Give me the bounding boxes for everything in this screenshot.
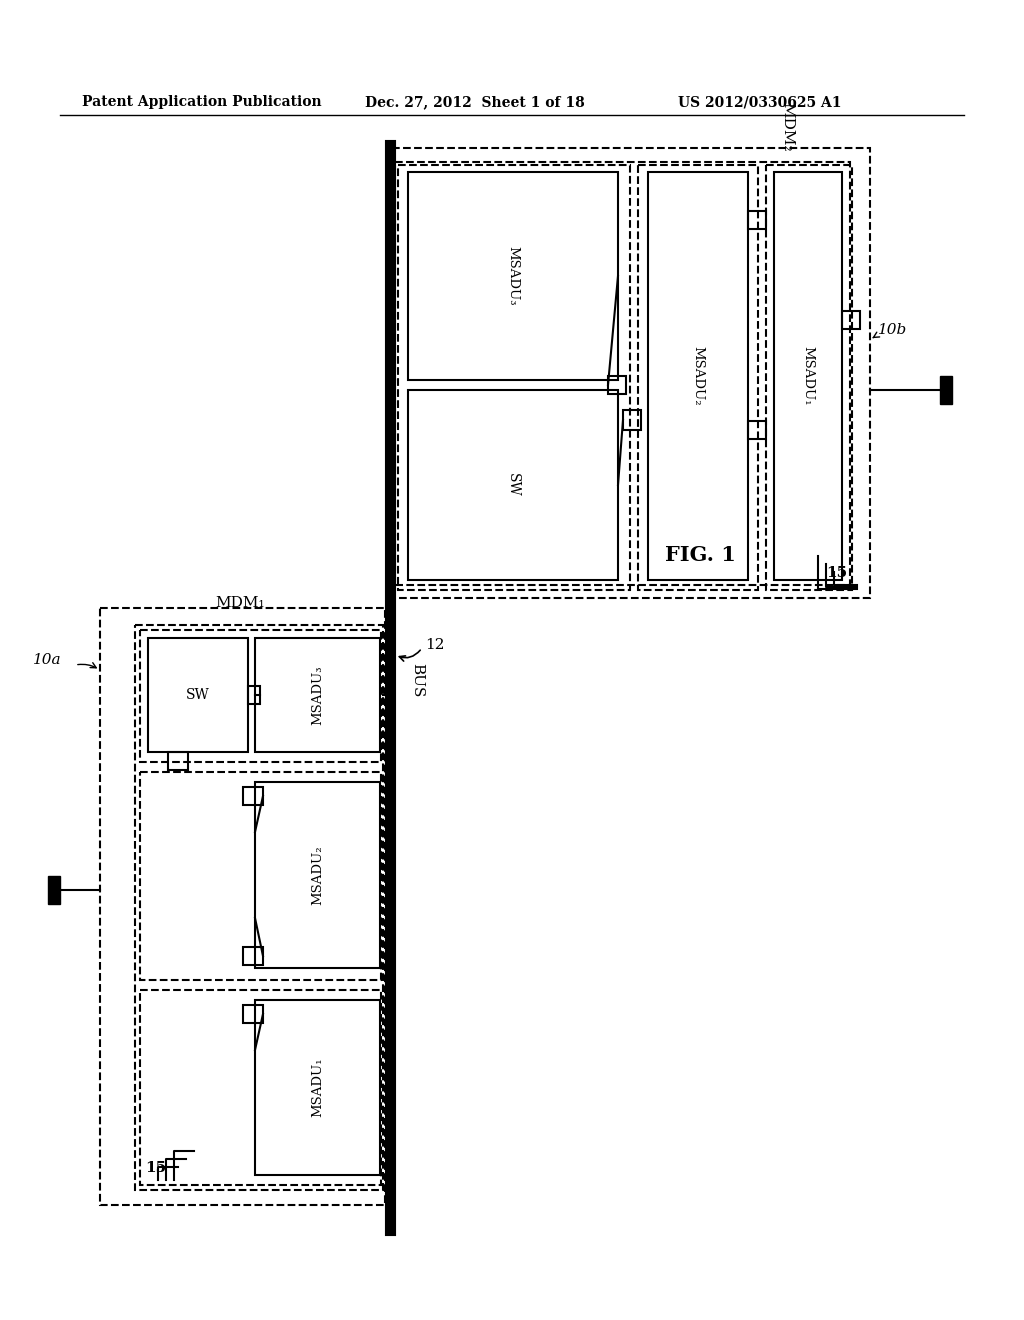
Text: MDM₁: MDM₁ — [215, 597, 264, 610]
Bar — [842, 312, 860, 329]
Bar — [140, 630, 381, 762]
Bar — [392, 148, 870, 598]
Bar — [623, 411, 641, 430]
Bar — [135, 624, 383, 1191]
Text: MSADU₃: MSADU₃ — [507, 247, 519, 306]
Bar — [243, 787, 263, 805]
Bar — [940, 376, 952, 404]
Text: US 2012/0330625 A1: US 2012/0330625 A1 — [678, 95, 842, 110]
Bar — [248, 686, 260, 704]
Bar — [100, 609, 385, 1205]
Text: 10b: 10b — [878, 323, 907, 337]
Bar — [243, 946, 263, 965]
Bar — [408, 172, 618, 380]
Bar — [395, 162, 850, 585]
Bar — [255, 781, 380, 968]
Text: MSADU₁: MSADU₁ — [802, 346, 814, 405]
Text: BUS: BUS — [410, 663, 424, 697]
Text: SW: SW — [186, 688, 210, 702]
Text: MDM₂: MDM₂ — [780, 103, 794, 152]
Text: MSADU₃: MSADU₃ — [311, 665, 324, 725]
Bar — [168, 752, 188, 770]
Bar — [398, 165, 630, 590]
Bar — [255, 1001, 380, 1175]
Text: MSADU₂: MSADU₂ — [311, 845, 324, 904]
Text: SW: SW — [506, 473, 520, 496]
Bar — [638, 165, 758, 590]
Bar — [748, 211, 766, 228]
Bar — [766, 165, 852, 590]
Bar — [774, 172, 842, 579]
Text: 15: 15 — [145, 1162, 166, 1175]
Text: Dec. 27, 2012  Sheet 1 of 18: Dec. 27, 2012 Sheet 1 of 18 — [365, 95, 585, 110]
Text: MSADU₂: MSADU₂ — [691, 346, 705, 405]
Bar — [648, 172, 748, 579]
Bar — [243, 1005, 263, 1023]
Bar — [748, 421, 766, 440]
Bar — [408, 389, 618, 579]
Text: 12: 12 — [425, 638, 444, 652]
Bar — [255, 638, 380, 752]
Bar — [48, 876, 60, 904]
Text: 10a: 10a — [34, 653, 62, 667]
Bar — [148, 638, 248, 752]
Bar — [140, 990, 381, 1185]
Text: MSADU₁: MSADU₁ — [311, 1057, 324, 1117]
Text: FIG. 1: FIG. 1 — [665, 545, 735, 565]
Bar — [140, 772, 381, 979]
Text: 15: 15 — [826, 566, 847, 579]
Bar — [608, 376, 626, 393]
Text: Patent Application Publication: Patent Application Publication — [82, 95, 322, 110]
